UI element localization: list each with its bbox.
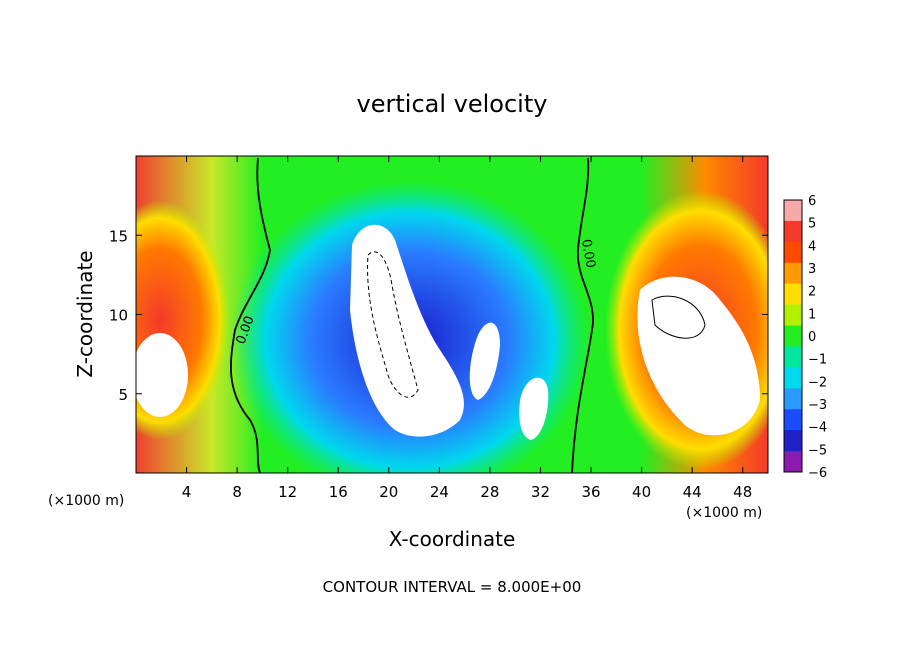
colorbar: 6 5 4 3 2 1 0 −1 −2 −3 −4 −5 −6 [783, 194, 827, 481]
field-updraft-low [519, 377, 549, 440]
contour-zero-right [571, 157, 594, 473]
x-tick-label: 48 [733, 483, 752, 501]
colorbar-swatch [784, 388, 802, 410]
field-updraft-core [350, 224, 464, 437]
colorbar-label: −3 [808, 398, 827, 413]
colorbar-label: −4 [808, 421, 827, 436]
colorbar-label: 2 [808, 285, 816, 300]
contour-right-inner [651, 295, 706, 339]
colorbar-swatch [784, 262, 802, 285]
colorbar-label: 5 [808, 217, 816, 232]
colorbar-label: 1 [808, 307, 816, 322]
y-axis-label: Z-coordinate [73, 250, 97, 377]
x-unit-right: (×1000 m) [686, 505, 762, 521]
colorbar-swatch [784, 409, 802, 431]
colorbar-label: −2 [808, 375, 827, 390]
x-tick-label: 20 [379, 483, 398, 501]
x-tick-label: 12 [278, 483, 297, 501]
colorbar-swatch [784, 283, 802, 306]
colorbar-label: −6 [808, 466, 827, 481]
field-left-white [136, 333, 188, 417]
colorbar-swatch [784, 241, 802, 264]
x-tick-label: 44 [683, 483, 702, 501]
contour-interval-note: CONTOUR INTERVAL = 8.000E+00 [323, 578, 582, 596]
colorbar-swatch [784, 304, 802, 327]
x-tick-label: 4 [182, 483, 192, 501]
colorbar-swatch [784, 451, 802, 473]
x-tick-label: 40 [632, 483, 651, 501]
x-tick-label: 24 [430, 483, 449, 501]
contour-zero-left [230, 157, 271, 473]
x-tick-label: 8 [232, 483, 242, 501]
colorbar-swatch [784, 220, 802, 243]
x-tick-label: 32 [531, 483, 550, 501]
y-tick-label: 10 [109, 307, 128, 325]
colorbar-label: −1 [808, 353, 827, 368]
field-updraft-side [469, 322, 500, 400]
colorbar-frame [783, 199, 803, 473]
x-axis-label: X-coordinate [389, 527, 516, 551]
y-axis-ticks: 5 10 15 [109, 227, 768, 404]
colorbar-label: 4 [808, 239, 816, 254]
colorbar-swatch [784, 200, 802, 222]
x-axis-ticks: 4 8 12 16 20 24 28 32 36 40 44 48 [182, 156, 752, 501]
x-tick-label: 28 [480, 483, 499, 501]
colorbar-label: 6 [808, 194, 816, 209]
x-tick-label: 16 [329, 483, 348, 501]
colorbar-swatch [784, 325, 802, 347]
y-tick-label: 5 [118, 386, 128, 404]
colorbar-swatch [784, 430, 802, 452]
x-tick-label: 36 [581, 483, 600, 501]
colorbar-label: 3 [808, 262, 816, 277]
y-tick-label: 15 [109, 227, 128, 245]
heatmap-field [136, 156, 768, 473]
x-unit-left: (×1000 m) [48, 493, 124, 509]
colorbar-label: 0 [808, 330, 816, 345]
colorbar-swatch [784, 367, 802, 389]
colorbar-label: −5 [808, 443, 827, 458]
chart-title: vertical velocity [357, 90, 548, 118]
contour-core [367, 251, 419, 398]
contour-label-right: 0.00 [578, 238, 598, 269]
colorbar-swatch [784, 346, 802, 368]
field-right-white [637, 276, 760, 436]
